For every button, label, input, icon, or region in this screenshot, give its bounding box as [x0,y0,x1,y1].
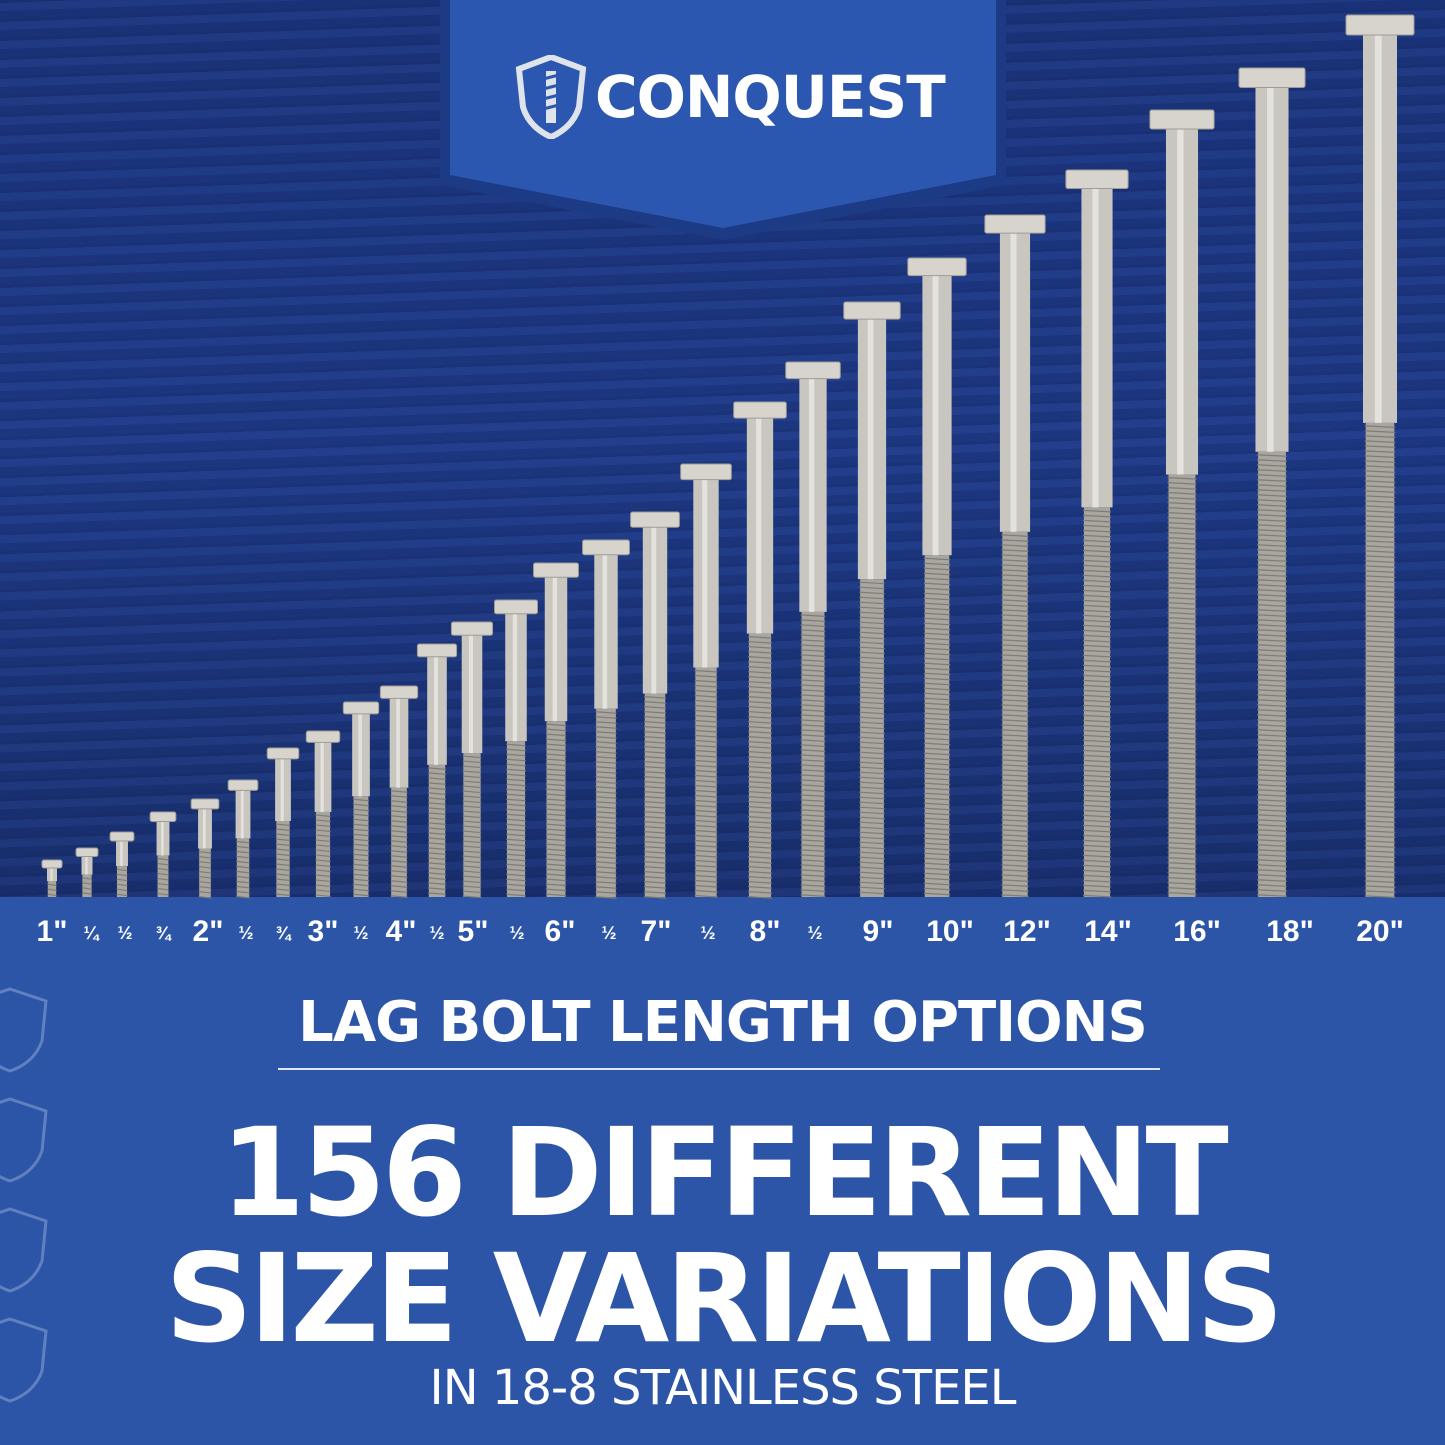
length-label: 6" [544,915,576,948]
divider [278,1068,1160,1070]
lag-bolt [1065,169,1129,898]
lag-bolt [149,811,177,897]
length-label: ½ [429,923,445,943]
lag-bolt [416,643,458,897]
lag-bolt [379,685,419,898]
length-label: 2" [192,915,224,948]
lag-bolt [733,401,787,899]
tagline: IN 18-8 STAINLESS STEEL [429,1360,1017,1416]
shield-outline-icon [0,1207,48,1293]
lag-bolt [533,562,579,897]
length-label: ¾ [275,923,291,943]
shield-screw-icon [515,55,587,139]
headline-line-1: 156 DIFFERENT [220,1102,1228,1244]
lag-bolt [630,511,680,899]
lag-bolt [190,798,220,899]
lag-bolt [582,539,630,899]
lag-bolt [227,779,259,899]
lag-bolt [785,361,841,898]
lag-bolt [75,847,99,897]
length-label: ½ [807,923,823,943]
lag-bolt [984,214,1046,897]
length-label: ½ [601,923,617,943]
length-label: 3" [307,915,339,948]
length-label: 7" [640,915,672,948]
length-label: 4" [385,915,417,948]
length-label: 16" [1173,915,1221,948]
brand-logo: CONQUEST [515,55,946,139]
length-label: ½ [509,923,525,943]
length-label: ¾ [155,923,171,943]
lag-bolt [493,599,539,897]
logo-banner [440,0,1006,240]
lag-bolt [109,831,135,897]
lag-bolt [266,747,300,897]
lag-bolt [41,859,63,897]
length-label: 8" [749,915,781,948]
shield-outline-icon [0,987,48,1073]
length-label: ½ [700,923,716,943]
headline-line-2: SIZE VARIATIONS [165,1228,1284,1370]
length-label: 10" [926,915,974,948]
shield-outline-icon [0,1097,48,1183]
brand-name: CONQUEST [595,63,946,131]
lag-bolt [907,257,967,897]
length-label: ½ [238,923,254,943]
lag-bolt [843,301,901,897]
lag-bolt [1345,14,1415,898]
shield-outline-icon [0,1317,48,1403]
length-label: 18" [1266,915,1314,948]
length-label: ½ [353,923,369,943]
length-label: 5" [457,915,489,948]
length-label: 9" [862,915,894,948]
length-label: ¼ [83,923,99,943]
lag-bolt [450,621,494,899]
lag-bolt [1149,109,1215,897]
length-label: 14" [1084,915,1132,948]
lag-bolt [342,701,380,897]
length-label: 20" [1356,915,1404,948]
length-labels: 1" ¼ ½ ¾ 2" ½ ¾ 3" ½ 4" ½ 5" ½ 6" ½ 7" ½ 8" ½ 9" 10" 12" 14" 16… [0,915,1445,965]
lag-bolt [305,730,341,898]
lag-bolt [1238,67,1306,897]
length-label: ½ [117,923,133,943]
length-label: 12" [1003,915,1051,948]
bolt-lineup [41,14,1415,899]
lag-bolt [680,463,732,898]
subtitle: LAG BOLT LENGTH OPTIONS [298,990,1148,1055]
length-label: 1" [36,915,68,948]
